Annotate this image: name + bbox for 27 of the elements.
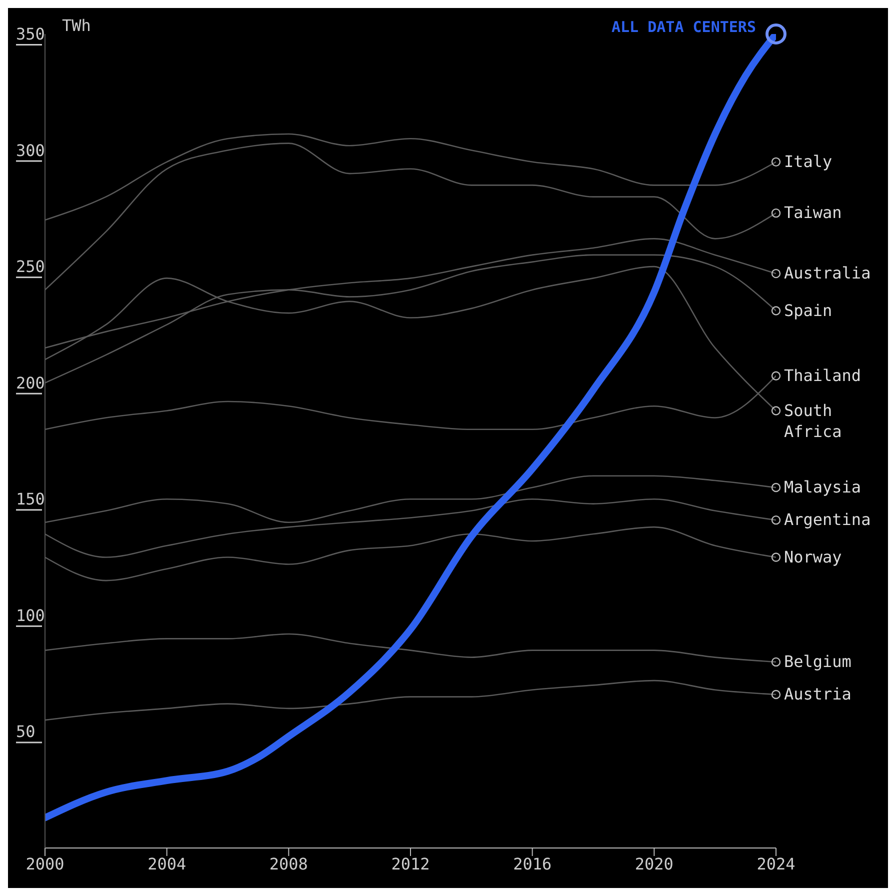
x-tick-label: 2012 (391, 854, 430, 874)
y-tick-label: 150 (16, 490, 45, 509)
x-tick-label: 2004 (148, 854, 186, 874)
series-label: South Africa (784, 400, 842, 441)
series-label: Norway (784, 547, 842, 566)
series-label: Italy (784, 152, 833, 171)
x-tick-label: 2000 (26, 854, 64, 874)
y-tick-label: 300 (16, 140, 45, 160)
series-label: Australia (784, 264, 871, 283)
series-label: Argentina (784, 510, 871, 530)
series-label: Austria (784, 684, 852, 704)
series-label: Spain (784, 300, 832, 320)
x-tick-label: 2016 (513, 854, 552, 874)
series-label: ALL DATA CENTERS (612, 18, 756, 36)
series-label: Taiwan (784, 203, 842, 222)
y-tick-label: 200 (16, 373, 45, 392)
y-tick-label: 250 (16, 257, 45, 276)
series-label: Belgium (784, 652, 852, 671)
series-label: Malaysia (784, 478, 862, 497)
y-axis-title: TWh (62, 16, 91, 35)
x-tick-label: 2020 (634, 854, 674, 874)
x-tick-label: 2008 (269, 854, 308, 874)
y-tick-label: 100 (16, 606, 45, 625)
x-tick-label: 2024 (756, 854, 796, 874)
y-tick-label: 350 (16, 24, 45, 44)
y-tick-label: 50 (16, 722, 36, 742)
series-label: Thailand (784, 366, 862, 385)
